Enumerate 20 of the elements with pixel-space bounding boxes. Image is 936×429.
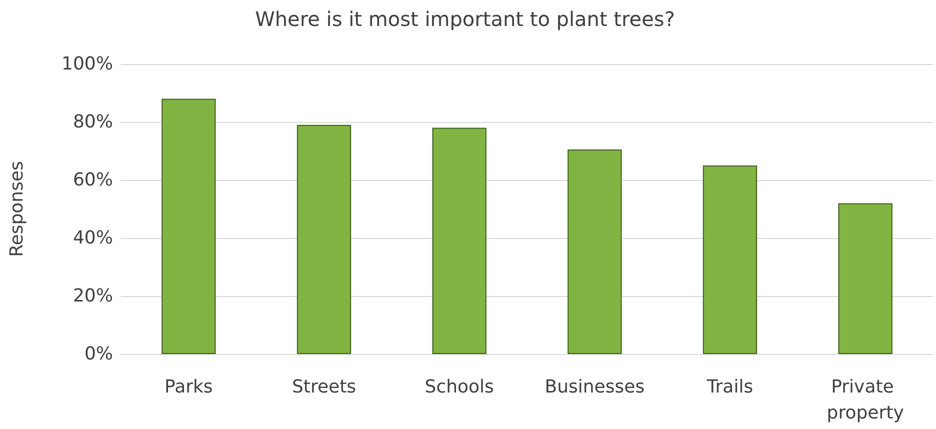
bar (702, 166, 758, 354)
y-axis-title: Responses (6, 161, 28, 257)
y-tick-label: 100% (62, 54, 113, 74)
bar (838, 203, 892, 354)
bar (162, 98, 216, 354)
x-tick-label: Private property (826, 376, 904, 424)
x-tick-label: Streets (292, 376, 356, 398)
y-tick-label: 80% (72, 112, 113, 132)
x-tick-label: Schools (424, 376, 494, 398)
y-tick-label: 0% (84, 344, 113, 364)
y-tick-label: 20% (72, 286, 113, 306)
x-tick-label: Parks (164, 376, 213, 398)
chart-title: Where is it most important to plant trees? (255, 7, 675, 31)
x-tick-label: Trails (706, 376, 754, 398)
y-tick-label: 60% (72, 170, 113, 190)
y-tick-label: 40% (72, 228, 113, 248)
bar (568, 150, 622, 354)
bar (296, 124, 352, 354)
x-tick-label: Businesses (544, 376, 645, 398)
bar (432, 128, 486, 354)
